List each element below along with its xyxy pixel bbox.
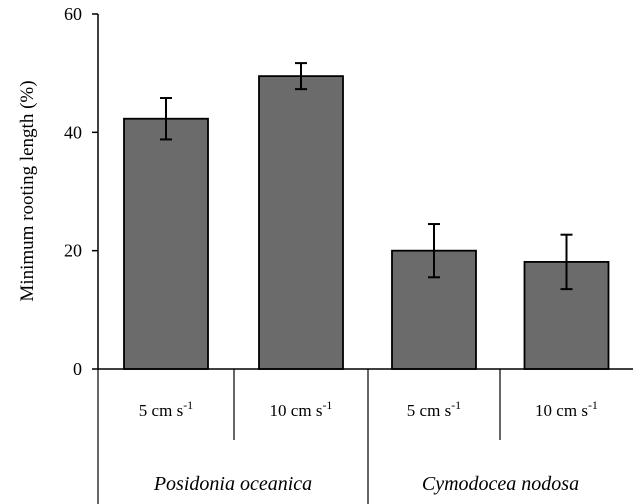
x-tick-label: 10 cm s-1 xyxy=(270,398,333,420)
x-tick-label: 5 cm s-1 xyxy=(139,398,193,420)
group-label: Posidonia oceanica xyxy=(153,473,312,495)
x-tick-label-exponent: -1 xyxy=(183,398,193,412)
x-tick-labels: 5 cm s-1 10 cm s-1 5 cm s-1 10 cm s-1 xyxy=(139,398,598,420)
y-tick-label: 40 xyxy=(64,122,82,142)
x-tick-label-exponent: -1 xyxy=(451,398,461,412)
x-tick-label-text: 5 cm s xyxy=(407,401,451,420)
x-tick-label-text: 5 cm s xyxy=(139,401,183,420)
x-tick-label: 5 cm s-1 xyxy=(407,398,461,420)
x-tick-label-exponent: -1 xyxy=(588,398,598,412)
y-ticks: 0 20 40 60 xyxy=(64,4,98,379)
y-tick-label: 0 xyxy=(73,359,82,379)
x-tick-label-text: 10 cm s xyxy=(535,401,588,420)
bar xyxy=(123,117,209,370)
bar xyxy=(391,249,477,370)
y-tick-label: 20 xyxy=(64,241,82,261)
x-tick-label: 10 cm s-1 xyxy=(535,398,598,420)
group-labels: Posidonia oceanica Cymodocea nodosa xyxy=(153,473,579,495)
x-tick-label-exponent: -1 xyxy=(322,398,332,412)
bar xyxy=(258,75,344,370)
y-axis-title: Minimum rooting length (%) xyxy=(17,80,38,301)
group-label: Cymodocea nodosa xyxy=(422,473,579,495)
y-tick-label: 60 xyxy=(64,4,82,24)
bars xyxy=(123,62,610,370)
x-tick-label-text: 10 cm s xyxy=(270,401,323,420)
